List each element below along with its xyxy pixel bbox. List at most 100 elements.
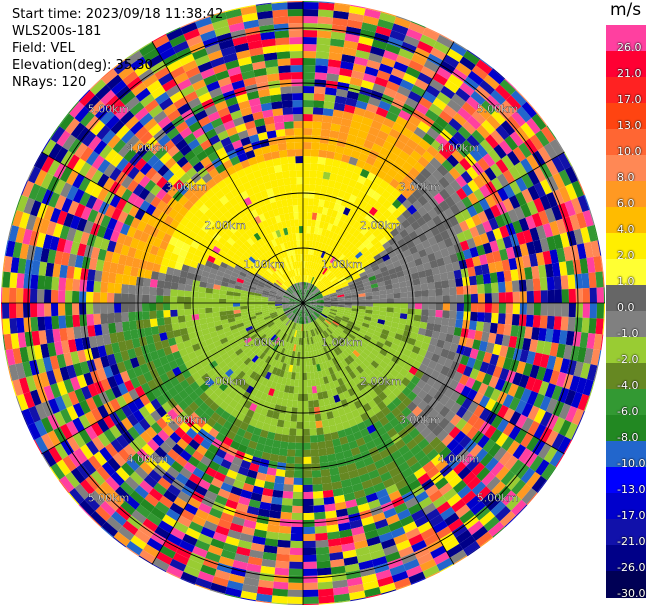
- velocity-cell: [277, 540, 290, 548]
- velocity-cell: [506, 303, 513, 314]
- velocity-cell: [476, 321, 484, 331]
- velocity-cell: [414, 284, 422, 291]
- velocity-cell: [400, 287, 408, 293]
- velocity-cell: [226, 307, 233, 311]
- velocity-cell: [316, 51, 330, 59]
- velocity-cell: [306, 366, 310, 373]
- velocity-cell: [143, 319, 151, 328]
- velocity-cell: [177, 290, 185, 297]
- velocity-cell: [9, 303, 16, 318]
- velocity-cell: [205, 298, 212, 303]
- velocity-cell: [191, 291, 198, 297]
- velocity-cell: [9, 272, 17, 288]
- velocity-cell: [440, 272, 448, 281]
- velocity-cell: [313, 491, 324, 499]
- velocity-cell: [312, 477, 322, 485]
- velocity-cell: [163, 303, 170, 310]
- velocity-cell: [205, 308, 212, 313]
- velocity-cell: [37, 303, 44, 317]
- velocity-cell: [309, 191, 315, 198]
- velocity-cell: [303, 443, 311, 450]
- velocity-cell: [286, 407, 293, 415]
- velocity-cell: [505, 314, 513, 325]
- velocity-cell: [291, 534, 304, 541]
- velocity-cell: [318, 582, 333, 590]
- velocity-cell: [498, 282, 506, 293]
- velocity-cell: [422, 296, 429, 303]
- velocity-cell: [394, 308, 401, 313]
- velocity-cell: [318, 595, 334, 603]
- velocity-cell: [275, 568, 290, 576]
- velocity-cell: [457, 295, 464, 303]
- velocity-cell: [307, 373, 311, 380]
- velocity-cell: [219, 303, 226, 307]
- velocity-cell: [326, 151, 335, 159]
- velocity-cell: [309, 184, 316, 191]
- velocity-cell: [408, 297, 415, 303]
- velocity-cell: [548, 290, 555, 303]
- velocity-cell: [533, 315, 541, 328]
- velocity-cell: [286, 456, 295, 464]
- velocity-cell: [184, 309, 191, 316]
- velocity-cell: [115, 322, 123, 333]
- velocity-cell: [317, 23, 332, 31]
- velocity-cell: [94, 324, 102, 336]
- velocity-cell: [326, 447, 335, 455]
- velocity-cell: [303, 163, 310, 170]
- velocity-cell: [274, 575, 289, 583]
- velocity-cell: [318, 157, 326, 165]
- velocity-cell: [198, 298, 205, 304]
- velocity-cell: [72, 279, 80, 291]
- velocity-cell: [303, 387, 308, 394]
- velocity-cell: [316, 540, 329, 548]
- velocity-cell: [44, 289, 51, 303]
- velocity-cell: [296, 422, 303, 429]
- velocity-cell: [107, 283, 115, 294]
- velocity-cell: [191, 303, 198, 309]
- velocity-cell: [292, 401, 298, 408]
- velocity-cell: [303, 569, 317, 576]
- velocity-cell: [2, 287, 9, 303]
- velocity-cell: [312, 470, 322, 478]
- velocity-cell: [359, 303, 366, 306]
- velocity-cell: [114, 303, 121, 313]
- velocity-cell: [129, 321, 137, 331]
- velocity-cell: [513, 292, 520, 303]
- velocity-cell: [151, 271, 159, 280]
- velocity-cell: [299, 366, 303, 373]
- velocity-cell: [324, 497, 335, 505]
- velocity-cell: [510, 325, 518, 337]
- velocity-cell: [156, 288, 164, 296]
- velocity-cell: [303, 562, 317, 569]
- velocity-cell: [303, 30, 317, 37]
- velocity-cell: [512, 314, 520, 326]
- velocity-cell: [314, 86, 326, 94]
- velocity-cell: [325, 87, 337, 95]
- velocity-cell: [219, 299, 226, 303]
- velocity-cell: [408, 303, 415, 309]
- velocity-cell: [441, 318, 449, 326]
- velocity-cell: [595, 272, 603, 288]
- velocity-cell: [588, 272, 596, 288]
- velocity-cell: [303, 359, 306, 366]
- velocity-cell: [590, 288, 597, 303]
- velocity-cell: [170, 289, 178, 296]
- velocity-cell: [93, 281, 101, 292]
- velocity-cell: [414, 315, 422, 322]
- velocity-cell: [317, 561, 331, 569]
- velocity-cell: [294, 387, 299, 394]
- velocity-cell: [313, 400, 319, 408]
- velocity-cell: [303, 142, 311, 149]
- velocity-cell: [436, 303, 443, 310]
- velocity-cell: [272, 490, 283, 498]
- velocity-cell: [309, 177, 316, 185]
- velocity-cell: [142, 311, 150, 320]
- velocity-cell: [16, 303, 23, 318]
- velocity-cell: [65, 291, 72, 304]
- velocity-cell: [150, 279, 158, 288]
- velocity-cell: [72, 303, 79, 315]
- velocity-cell: [295, 450, 303, 457]
- velocity-cell: [274, 433, 282, 441]
- velocity-cell: [498, 313, 506, 324]
- velocity-cell: [428, 289, 436, 296]
